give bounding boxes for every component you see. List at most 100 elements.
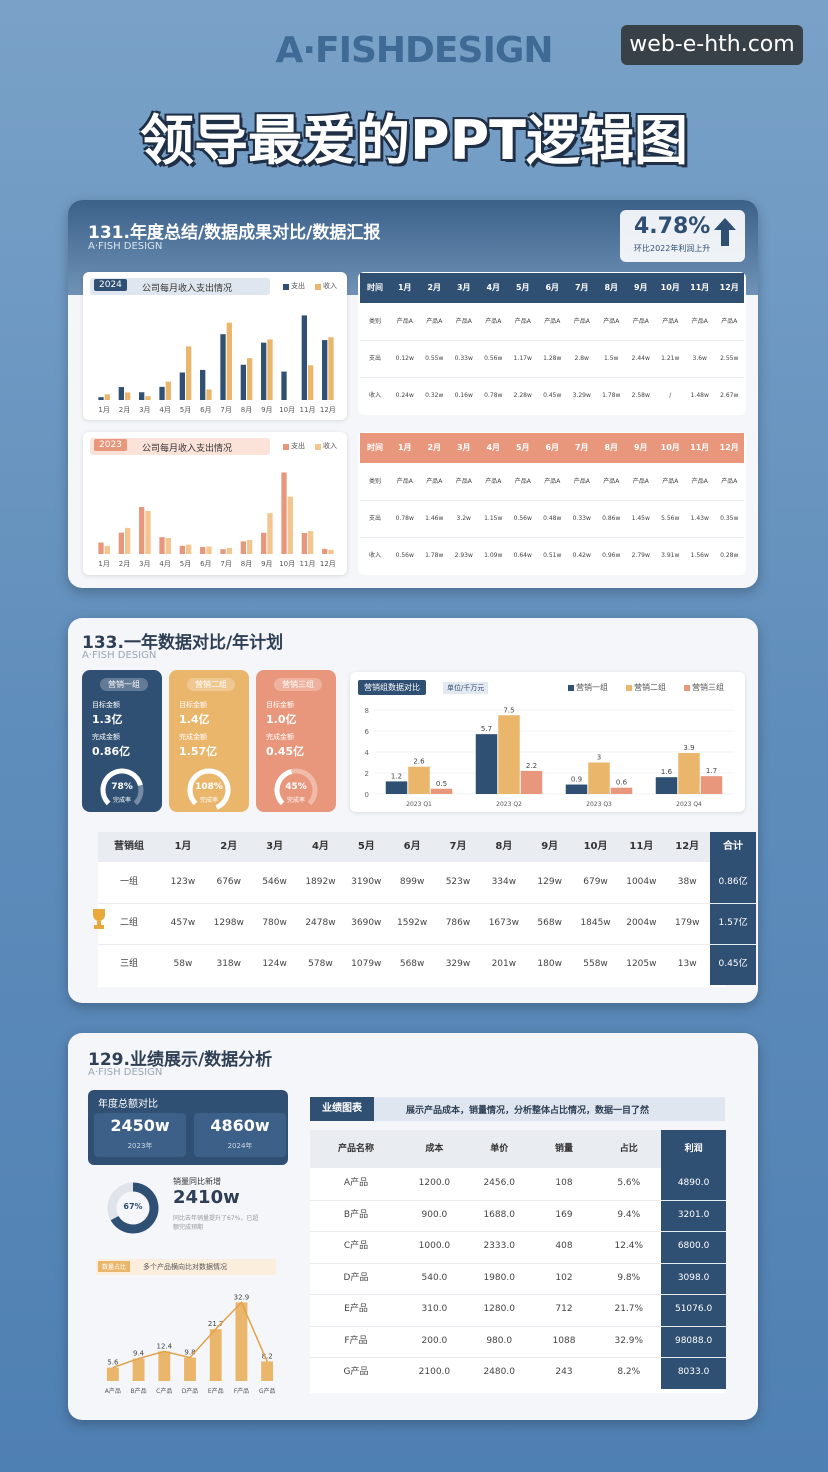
bar <box>678 753 700 794</box>
table-header-cell: 11月 <box>690 443 710 452</box>
gauge-bar <box>100 768 143 806</box>
table-cell: 4890.0 <box>677 1178 710 1188</box>
table-cell: 5.56w <box>661 515 680 522</box>
legend-label: 营销三组 <box>692 683 724 692</box>
bar <box>132 1358 145 1381</box>
bar <box>261 1361 274 1381</box>
row-divider <box>360 537 744 538</box>
row-divider <box>310 1325 726 1327</box>
table-cell: 1079w <box>351 959 382 969</box>
rate-label: 78% <box>111 782 133 792</box>
table-cell: 0.51w <box>543 552 562 559</box>
done-value: 0.86亿 <box>92 745 131 758</box>
chart-unit: 单位/千万元 <box>443 682 489 694</box>
table-cell: 1673w <box>488 918 519 928</box>
bar <box>322 548 328 554</box>
slide: 133.一年数据对比/年计划 A·FISH DESIGN 营销一组 目标金额 1.3亿完… <box>68 618 758 1003</box>
table-cell: 产品A <box>573 478 590 485</box>
table-cell: 0.45亿 <box>718 959 748 969</box>
table-cell: 108 <box>555 1178 573 1188</box>
table-cell: 类别 <box>368 478 381 485</box>
table-header-cell: 占比 <box>619 1144 638 1154</box>
legend-swatch <box>315 444 321 450</box>
table-header-cell: 10月 <box>660 443 680 452</box>
table-cell: 产品A <box>573 318 590 325</box>
table-cell: 123w <box>170 877 196 887</box>
table-cell: 0.56w <box>513 515 532 522</box>
kpi-note: 环比2022年利润上升 <box>634 244 711 253</box>
x-tick-label: 2月 <box>119 406 130 414</box>
table-header-cell: 8月 <box>604 283 619 292</box>
x-tick-label: 2023 Q3 <box>586 801 612 808</box>
table-cell: 2.28w <box>513 392 532 399</box>
rate-text: 完成率 <box>199 797 218 804</box>
x-tick-label: 8月 <box>241 406 252 414</box>
bar <box>328 337 334 400</box>
table-cell: 0.64w <box>513 552 532 559</box>
table-header-cell: 10月 <box>583 841 608 852</box>
x-tick-label: 2023 Q4 <box>676 801 702 808</box>
row-divider <box>360 500 744 501</box>
table-header-cell: 12月 <box>719 443 739 452</box>
table-cell: 1004w <box>626 877 657 887</box>
growth-title: 销量同比新增 <box>173 1177 221 1186</box>
total-item <box>94 1113 186 1157</box>
table-cell: 1.57亿 <box>718 918 748 928</box>
table-cell: 1892w <box>305 877 336 887</box>
data-label: 2.6 <box>413 758 425 766</box>
x-tick-label: 7月 <box>220 406 231 414</box>
table-cell: 9.8% <box>617 1272 641 1283</box>
group-name: 营销三组 <box>274 678 322 691</box>
slide: 129.业绩展示/数据分析 A·FISH DESIGN 年度总额对比 2450w 202… <box>68 1033 758 1420</box>
table-cell: 1298w <box>213 918 244 928</box>
chart-title: 营销组数据对比 <box>358 680 426 695</box>
bar <box>408 766 430 794</box>
x-tick-label: 12月 <box>320 560 336 568</box>
rate-label: 108% <box>195 782 223 792</box>
legend-label: 收入 <box>323 282 337 290</box>
table-header-cell: 产品名称 <box>337 1144 374 1154</box>
bar <box>247 358 253 400</box>
table-cell: 0.48w <box>543 515 562 522</box>
total-column <box>710 832 756 985</box>
data-label: 2.2 <box>526 762 537 770</box>
table-header-cell: 4月 <box>311 841 329 852</box>
table-cell: 201w <box>491 959 517 969</box>
x-tick-label: 2023 Q1 <box>406 801 432 808</box>
table-cell: 收入 <box>368 392 381 399</box>
table-cell: 12.4% <box>614 1241 644 1251</box>
table-cell: 产品A <box>396 478 413 485</box>
table-header-cell: 4月 <box>486 283 501 292</box>
data-label: 9.4 <box>133 1350 145 1358</box>
table-cell: 899w <box>399 877 425 887</box>
chart: 1月 2月 3月 4月 5月 6月 7月 8月 9月 10月 11月 12月 <box>98 472 336 568</box>
slide-subtitle: A·FISH DESIGN <box>82 650 157 661</box>
bar <box>125 527 131 554</box>
table-header-cell: 8月 <box>604 443 619 452</box>
target-value: 1.0亿 <box>266 713 297 726</box>
table-header-cell: 9月 <box>541 841 559 852</box>
table-cell: 收入 <box>368 552 381 559</box>
table-cell: 1592w <box>397 918 428 928</box>
table-cell: 0.78w <box>484 392 503 399</box>
rate-text: 完成率 <box>112 797 131 804</box>
bar <box>322 340 328 400</box>
table-header-cell: 11月 <box>690 283 710 292</box>
table-cell: 102 <box>555 1272 573 1283</box>
x-tick-label: 5月 <box>180 560 191 568</box>
table-cell: 0.12w <box>395 355 414 362</box>
done-label: 完成金额 <box>92 733 120 741</box>
table-cell: 1845w <box>580 918 611 928</box>
table-cell: 0.32w <box>425 392 444 399</box>
chart-title-bg <box>90 438 270 455</box>
chart <box>274 768 318 806</box>
bar <box>220 334 226 400</box>
data-label: 7.5 <box>503 706 514 714</box>
legend-swatch <box>315 284 321 290</box>
table-cell: 1980.0 <box>483 1272 515 1283</box>
slide-subtitle: A·FISH DESIGN <box>88 1067 163 1078</box>
trophy-icon <box>93 909 105 929</box>
table-cell: 2.8w <box>574 355 589 362</box>
x-tick-label: 1月 <box>98 560 109 568</box>
table-cell: C产品 <box>343 1241 369 1251</box>
